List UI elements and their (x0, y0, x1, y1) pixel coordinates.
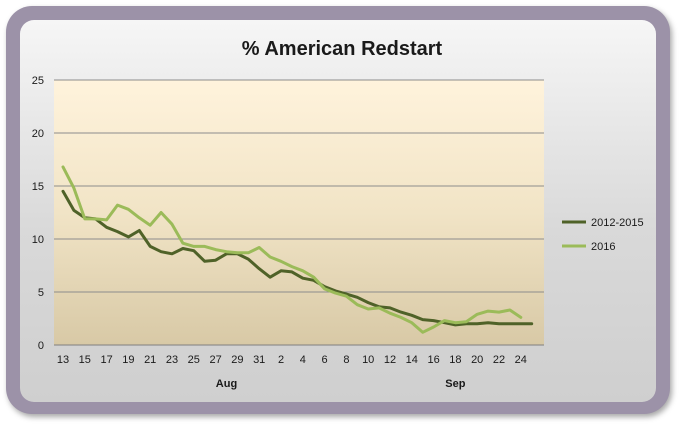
month-label: Aug (216, 378, 237, 390)
x-tick-label: 13 (57, 354, 69, 366)
x-tick-label: 23 (166, 354, 178, 366)
x-tick-label: 6 (322, 354, 328, 366)
x-tick-label: 20 (471, 354, 483, 366)
x-tick-label: 14 (406, 354, 418, 366)
x-tick-label: 16 (427, 354, 439, 366)
legend: 2012-2015 2016 (562, 217, 644, 253)
x-tick-label: 15 (79, 354, 91, 366)
y-tick-label: 5 (38, 287, 44, 299)
x-tick-label: 17 (100, 354, 112, 366)
series-lines (61, 165, 534, 334)
x-tick-label: 12 (384, 354, 396, 366)
plot-area (54, 80, 544, 345)
x-tick-label: 29 (231, 354, 243, 366)
x-tick-label: 2 (278, 354, 284, 366)
x-tick-label: 18 (449, 354, 461, 366)
chart-title: % American Redstart (242, 38, 443, 60)
x-tick-label: 19 (122, 354, 134, 366)
x-tick-label: 8 (343, 354, 349, 366)
x-tick-label: 22 (493, 354, 505, 366)
x-tick-label: 31 (253, 354, 265, 366)
y-tick-label: 15 (32, 181, 44, 193)
series-line-2 (61, 165, 523, 334)
legend-label: 2016 (591, 241, 615, 253)
y-tick-label: 0 (38, 340, 44, 352)
x-tick-label: 21 (144, 354, 156, 366)
y-tick-label: 10 (32, 234, 44, 246)
legend-label: 2012-2015 (591, 217, 644, 229)
x-tick-label: 10 (362, 354, 374, 366)
y-tick-label: 20 (32, 128, 44, 140)
y-tick-label: 25 (32, 75, 44, 87)
x-tick-label: 4 (300, 354, 306, 366)
x-tick-label: 27 (209, 354, 221, 366)
x-tick-label: 24 (515, 354, 527, 366)
series-line-1 (61, 189, 534, 327)
month-label: Sep (445, 378, 465, 390)
gridlines (54, 79, 544, 293)
x-tick-label: 25 (188, 354, 200, 366)
